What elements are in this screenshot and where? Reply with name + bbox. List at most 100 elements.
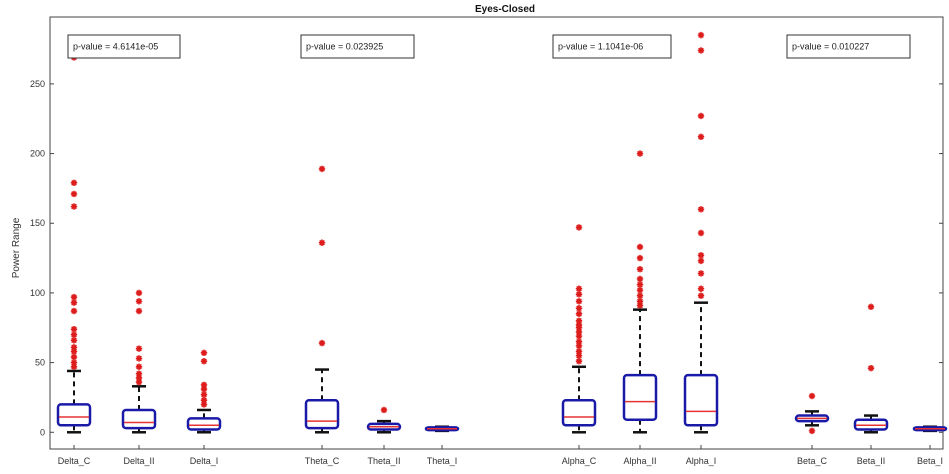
y-tick-label: 150	[30, 218, 45, 228]
x-tick-label: Delta_C	[58, 456, 91, 466]
y-tick-label: 200	[30, 149, 45, 159]
iqr-box	[186, 417, 222, 431]
box-delta-c	[56, 51, 92, 434]
iqr-box	[561, 398, 597, 427]
outlier-point	[575, 298, 583, 305]
p-value-box: p-value = 1.1041e-06	[552, 34, 672, 59]
iqr-box	[304, 398, 340, 430]
x-tick-label: Alpha_I	[686, 456, 717, 466]
p-value-text: p-value = 4.6141e-05	[73, 42, 158, 52]
plot-area-frame	[49, 16, 944, 450]
outlier-point	[575, 305, 583, 312]
p-value-box: p-value = 0.010227	[786, 34, 911, 59]
box-alpha-c	[561, 224, 597, 434]
outlier-point	[575, 358, 583, 365]
outlier-point	[70, 179, 78, 187]
outlier-point	[867, 303, 875, 311]
chart-title: Eyes-Closed	[475, 4, 535, 15]
outlier-point	[575, 338, 583, 345]
outlier-point	[575, 317, 583, 324]
outlier-point	[200, 381, 208, 389]
outlier-point	[808, 427, 816, 435]
outlier-point	[318, 165, 326, 173]
x-tick-label: Delta_I	[190, 456, 219, 466]
outlier-point	[70, 325, 78, 333]
x-tick-label: Theta_C	[305, 456, 340, 466]
outlier-point	[575, 291, 583, 298]
p-value-box-frame	[786, 34, 911, 59]
outlier-point	[70, 337, 78, 344]
x-tick-label: Delta_II	[123, 456, 154, 466]
outlier-point	[70, 359, 78, 366]
iqr-box	[683, 373, 719, 427]
outlier-point	[697, 229, 705, 237]
x-tick-label: Alpha_C	[562, 456, 597, 466]
box-theta-ii	[366, 406, 402, 434]
box-beta-i	[912, 425, 948, 433]
outlier-point	[70, 299, 78, 306]
x-tick-label: Theta_II	[367, 456, 400, 466]
outlier-point	[697, 133, 705, 141]
outlier-point	[636, 266, 644, 273]
outlier-point	[575, 285, 583, 292]
outlier-point	[70, 307, 78, 315]
iqr-box	[622, 373, 658, 421]
outlier-point	[697, 252, 705, 259]
outlier-point	[575, 348, 583, 355]
box-delta-i	[186, 349, 222, 434]
x-tick-label: Alpha_II	[623, 456, 656, 466]
outlier-point	[70, 344, 78, 351]
outlier-point	[636, 292, 644, 299]
outlier-point	[200, 401, 208, 408]
outlier-point	[70, 353, 78, 361]
outlier-point	[318, 239, 326, 246]
outlier-point	[697, 285, 705, 292]
outlier-point	[575, 324, 583, 331]
box-delta-ii	[121, 289, 157, 434]
outlier-point	[70, 363, 78, 370]
box-theta-i	[424, 425, 460, 433]
y-axis-label: Power Range	[11, 217, 22, 278]
outlier-point	[135, 345, 143, 352]
outlier-point	[135, 298, 143, 305]
outlier-point	[200, 391, 208, 398]
outlier-point	[697, 47, 705, 54]
outlier-point	[135, 370, 143, 377]
iqr-box	[56, 403, 92, 427]
outlier-point	[636, 254, 644, 262]
outlier-point	[697, 292, 705, 299]
outlier-point	[575, 328, 583, 336]
outlier-point	[70, 293, 78, 301]
p-value-box: p-value = 4.6141e-05	[67, 34, 181, 59]
box-theta-c	[304, 165, 340, 434]
outlier-point	[636, 275, 644, 283]
outlier-point	[135, 289, 143, 297]
outlier-point	[636, 302, 644, 309]
y-tick-label: 100	[30, 288, 45, 298]
box-alpha-i	[683, 31, 719, 434]
outlier-point	[697, 270, 705, 277]
y-axis-ticks: 0 50 100 150 200 250	[30, 79, 943, 437]
outlier-point	[70, 190, 78, 198]
outlier-point	[575, 352, 583, 359]
p-value-box-frame	[67, 34, 181, 59]
outlier-point	[380, 406, 388, 414]
iqr-box	[121, 408, 157, 430]
outlier-point	[200, 349, 208, 357]
outlier-point	[697, 31, 705, 39]
p-value-text: p-value = 0.010227	[792, 42, 869, 52]
outlier-point	[135, 355, 143, 362]
outlier-point	[636, 286, 644, 294]
outlier-point	[636, 298, 644, 305]
x-tick-label: Beta_C	[797, 456, 828, 466]
p-value-box-frame	[552, 34, 672, 59]
box-beta-c	[794, 392, 830, 435]
outlier-point	[636, 243, 644, 251]
outlier-point	[575, 224, 583, 231]
p-value-box: p-value = 0.023925	[300, 34, 415, 59]
outlier-point	[697, 206, 705, 213]
box-beta-ii	[853, 303, 889, 434]
outlier-point	[135, 307, 143, 315]
outlier-point	[697, 112, 705, 120]
